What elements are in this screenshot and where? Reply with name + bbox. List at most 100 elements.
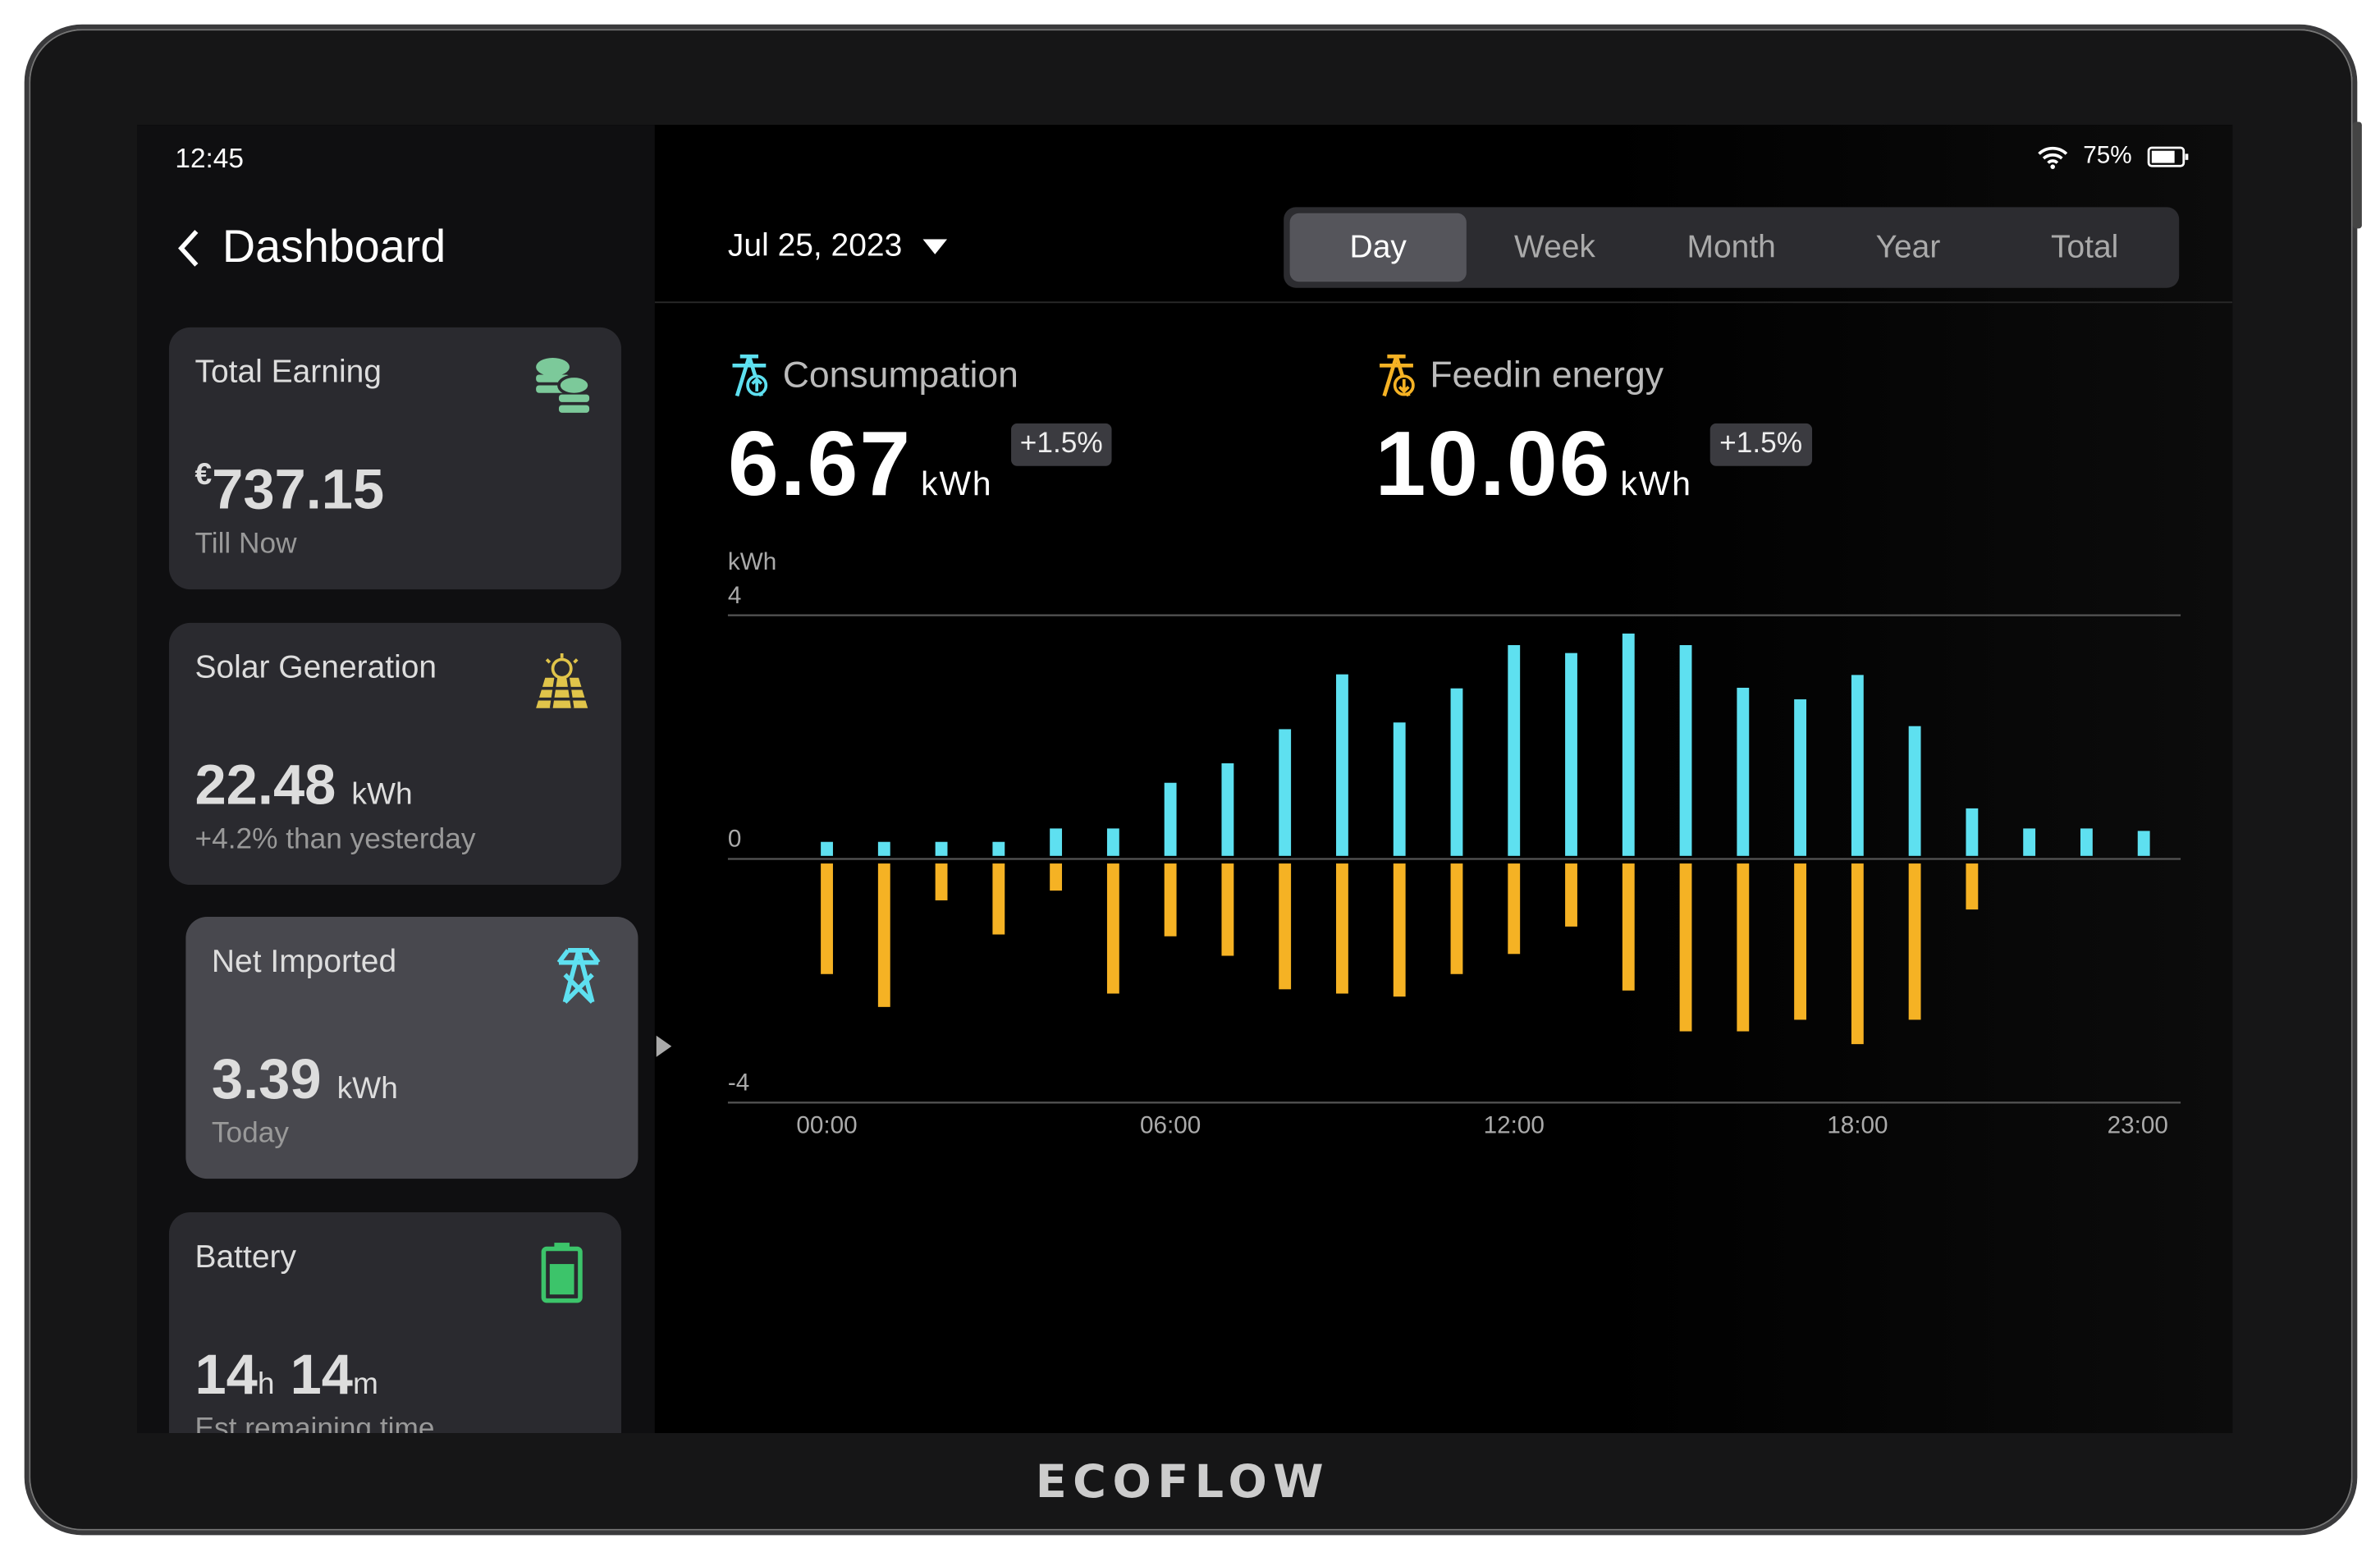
bar-feedin-14:00 (1622, 863, 1635, 991)
status-time: 12:45 (175, 143, 244, 174)
card-title: Total Earning (195, 355, 382, 391)
bar-consumption-16:00 (1737, 687, 1750, 856)
tab-total[interactable]: Total (2051, 229, 2119, 264)
energy-bar-chart: kWh 4 0 -4 00:00 06:00 12:00 18:00 23:00 (727, 548, 2181, 1138)
metric-label: Feedin energy (1430, 355, 1664, 396)
power-tower-up-icon (732, 354, 768, 397)
date-label: Jul 25, 2023 (727, 228, 903, 264)
metric-label: Consumpation (782, 355, 1018, 396)
y-tick-label: -4 (728, 1069, 749, 1097)
card-battery[interactable]: Battery 14h 14m Est remaining time (168, 1211, 622, 1434)
bar-consumption-10:00 (1393, 722, 1406, 856)
bar-consumption-12:00 (1508, 644, 1521, 856)
bar-consumption-08:00 (1279, 729, 1292, 856)
y-tick-label: 4 (728, 582, 742, 609)
card-title: Battery (195, 1239, 296, 1275)
unit: kWh (921, 464, 993, 503)
x-tick-label: 12:00 (1484, 1111, 1545, 1138)
tab-week[interactable]: Week (1514, 229, 1595, 264)
metric-feedin: Feedin energy 10.06 kWh +1.5% (1375, 353, 1812, 516)
bar-consumption-11:00 (1450, 688, 1463, 856)
change-badge: +1.5% (1710, 423, 1812, 466)
card-subtitle: Today (211, 1117, 289, 1150)
page-title: Dashboard (222, 222, 446, 273)
bar-consumption-21:00 (2023, 828, 2036, 856)
bar-feedin-02:00 (935, 863, 948, 900)
battery-percent: 75% (2083, 143, 2132, 169)
bar-consumption-02:00 (935, 841, 948, 856)
bar-feedin-05:00 (1106, 863, 1119, 994)
earning-value: 737.15 (212, 458, 385, 521)
battery-icon (541, 1243, 583, 1303)
bar-feedin-11:00 (1450, 863, 1463, 974)
date-picker[interactable]: Jul 25, 2023 (728, 228, 948, 265)
card-total-earning[interactable]: Total Earning €737.15 Till Now (168, 327, 622, 590)
bar-feedin-00:00 (821, 863, 833, 974)
x-tick-label: 18:00 (1827, 1111, 1888, 1138)
bar-feedin-17:00 (1794, 863, 1806, 1020)
caret-down-icon (923, 239, 948, 254)
metric-value: 10.06 (1375, 412, 1612, 515)
bar-feedin-01:00 (877, 863, 890, 1007)
bar-consumption-07:00 (1221, 762, 1234, 856)
bar-consumption-15:00 (1679, 644, 1692, 856)
bar-feedin-03:00 (992, 863, 1005, 935)
ecoflow-logo: ECOFLOW (1035, 1455, 1330, 1509)
bar-consumption-22:00 (2080, 828, 2093, 856)
bar-feedin-19:00 (1908, 863, 1921, 1020)
bar-feedin-10:00 (1393, 863, 1406, 997)
net-imported-value: 3.39 (211, 1047, 322, 1111)
battery-status-icon (2147, 146, 2189, 167)
bar-consumption-14:00 (1622, 633, 1635, 856)
tab-day[interactable]: Day (1289, 213, 1467, 282)
bar-feedin-18:00 (1851, 863, 1864, 1045)
divider (654, 301, 2233, 304)
card-solar-generation[interactable]: Solar Generation 22.48 kWh +4.2% than ye… (168, 622, 622, 886)
card-net-imported[interactable]: Net Imported 3.39 kWh Today (185, 917, 638, 1179)
unit: kWh (336, 1072, 398, 1106)
bar-consumption-18:00 (1851, 675, 1864, 856)
bar-consumption-09:00 (1336, 674, 1348, 856)
y-axis-label: kWh (728, 548, 776, 575)
card-subtitle: Est remaining time (195, 1413, 435, 1434)
bar-consumption-19:00 (1908, 726, 1921, 856)
bar-consumption-05:00 (1106, 828, 1119, 856)
bar-consumption-06:00 (1164, 782, 1177, 856)
bar-feedin-12:00 (1508, 863, 1521, 955)
sidebar: 12:45 Dashboard Total Earning €737.15 Ti… (136, 125, 655, 1434)
change-badge: +1.5% (1010, 423, 1112, 466)
bar-consumption-20:00 (1966, 808, 1979, 856)
unit: h (257, 1367, 275, 1402)
bar-feedin-13:00 (1565, 863, 1577, 927)
bar-consumption-00:00 (821, 841, 833, 856)
bar-consumption-03:00 (992, 841, 1005, 856)
unit: kWh (351, 778, 413, 812)
tab-month[interactable]: Month (1687, 229, 1776, 264)
main-panel: 75% Jul 25, 2023 Day Week Month Year Total C… (654, 125, 2233, 1434)
tab-year[interactable]: Year (1875, 229, 1941, 264)
y-tick-label: 0 (728, 826, 742, 853)
bar-feedin-08:00 (1279, 863, 1292, 990)
unit: m (352, 1367, 378, 1402)
metric-consumption: Consumpation 6.67 kWh +1.5% (728, 353, 1112, 516)
bar-feedin-07:00 (1221, 863, 1234, 956)
bar-consumption-17:00 (1794, 699, 1806, 856)
bar-feedin-04:00 (1050, 863, 1063, 891)
wifi-icon (2038, 146, 2068, 169)
back-button[interactable]: Dashboard (176, 222, 446, 274)
collapse-handle[interactable] (656, 1035, 672, 1057)
bar-consumption-13:00 (1565, 653, 1577, 856)
bar-feedin-09:00 (1336, 863, 1348, 994)
screen: 12:45 Dashboard Total Earning €737.15 Ti… (136, 125, 2233, 1434)
x-tick-label: 00:00 (796, 1111, 857, 1138)
battery-hours: 14 (195, 1343, 258, 1406)
metric-value: 6.67 (727, 412, 913, 515)
card-title: Net Imported (211, 944, 397, 980)
battery-minutes: 14 (290, 1343, 353, 1406)
card-subtitle: +4.2% than yesterday (195, 823, 476, 856)
bar-feedin-16:00 (1737, 863, 1750, 1032)
card-subtitle: Till Now (195, 528, 297, 561)
status-bar: 75% (2038, 143, 2190, 170)
power-tower-down-icon (1380, 354, 1415, 397)
solar-panel-icon (536, 653, 588, 709)
